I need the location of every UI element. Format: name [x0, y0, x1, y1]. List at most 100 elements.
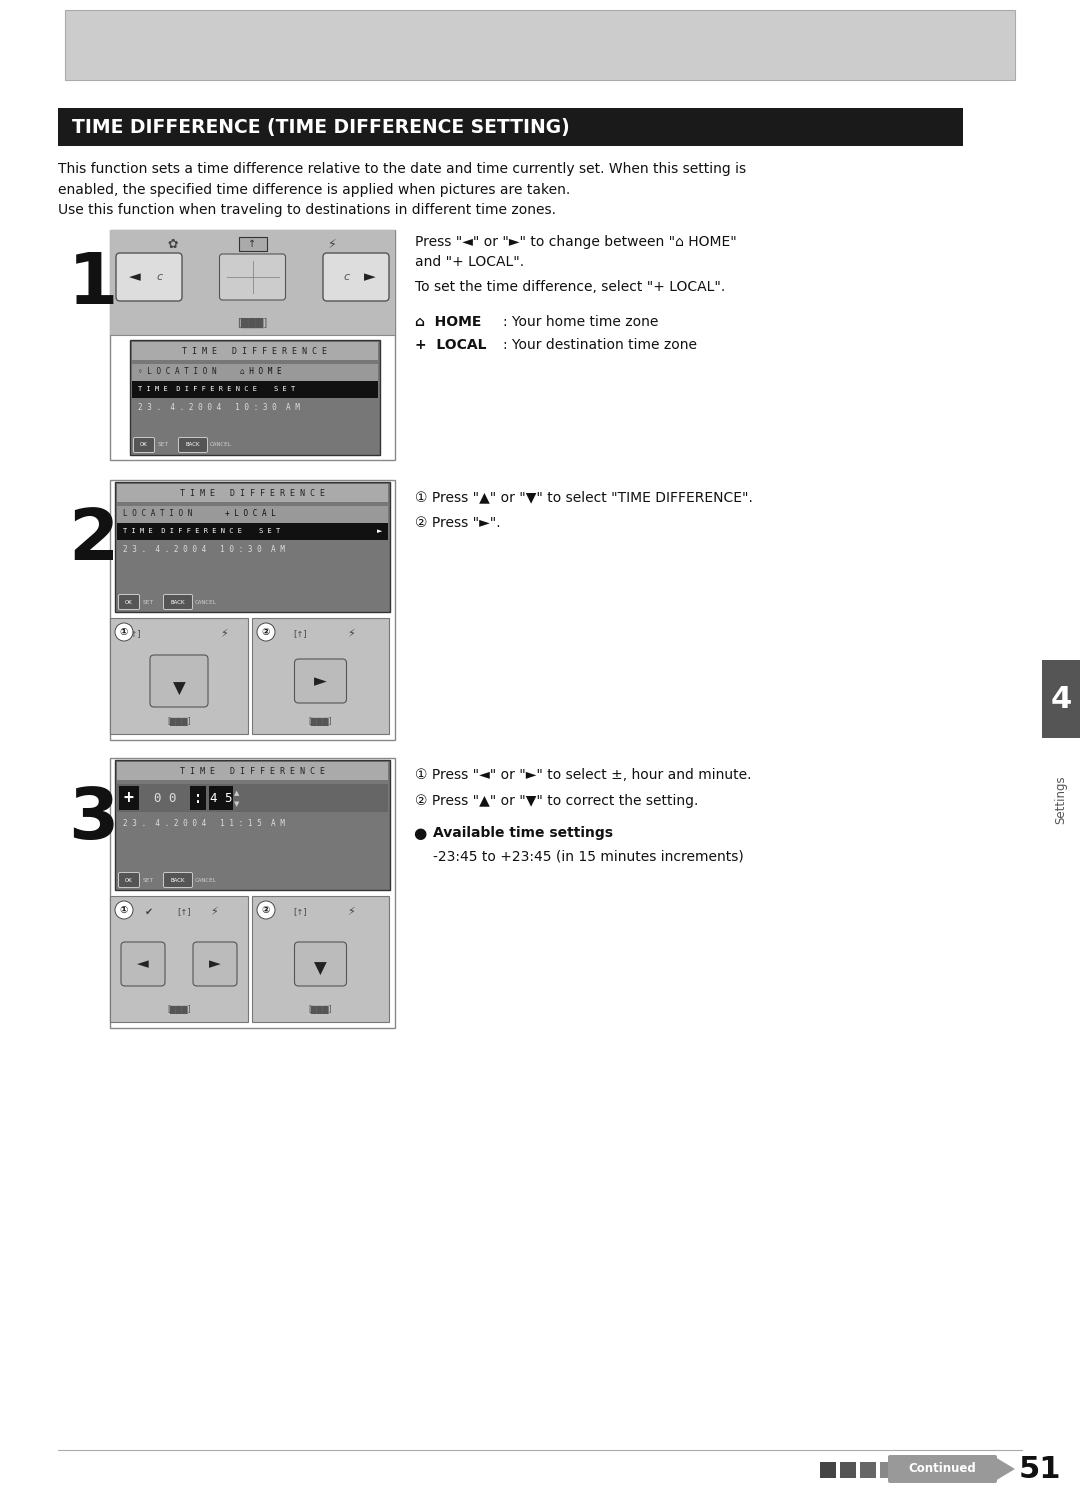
Text: 4: 4: [1051, 686, 1071, 715]
Text: [███]: [███]: [309, 1006, 333, 1015]
Text: To set the time difference, select "+ LOCAL".: To set the time difference, select "+ LO…: [415, 280, 726, 294]
Bar: [114, 760, 390, 890]
Text: -23:45 to +23:45 (in 15 minutes increments): -23:45 to +23:45 (in 15 minutes incremen…: [433, 851, 744, 864]
Text: ②: ②: [261, 627, 270, 636]
Text: [↑]: [↑]: [294, 908, 308, 917]
Bar: [119, 786, 139, 810]
Text: ①: ①: [120, 627, 129, 636]
Bar: [65, 11, 1015, 80]
Text: This function sets a time difference relative to the date and time currently set: This function sets a time difference rel…: [58, 161, 746, 176]
Text: TIME DIFFERENCE (TIME DIFFERENCE SETTING): TIME DIFFERENCE (TIME DIFFERENCE SETTING…: [72, 118, 570, 137]
Bar: [110, 231, 395, 335]
Text: 2: 2: [68, 505, 118, 575]
Text: 0 0: 0 0: [153, 792, 176, 804]
Bar: [1042, 661, 1080, 737]
Circle shape: [257, 623, 275, 641]
Text: [███]: [███]: [238, 318, 268, 329]
Text: OK: OK: [140, 442, 148, 448]
FancyBboxPatch shape: [178, 437, 207, 452]
Text: 1: 1: [68, 250, 119, 320]
FancyBboxPatch shape: [323, 253, 389, 302]
Bar: [239, 237, 267, 250]
Text: 4 5: 4 5: [210, 792, 232, 804]
Bar: [252, 618, 389, 734]
FancyBboxPatch shape: [150, 654, 208, 707]
FancyBboxPatch shape: [121, 942, 165, 986]
Polygon shape: [995, 1457, 1015, 1481]
Text: [███]: [███]: [167, 718, 191, 727]
Text: 3: 3: [68, 786, 119, 855]
Bar: [58, 109, 963, 146]
Bar: [110, 618, 248, 734]
Text: 2 3 .  4 . 2 0 0 4   1 1 : 1 5  A M: 2 3 . 4 . 2 0 0 4 1 1 : 1 5 A M: [123, 819, 285, 828]
Text: ⌂ H O M E: ⌂ H O M E: [240, 368, 282, 377]
Text: OK: OK: [125, 878, 133, 882]
Text: SET: SET: [143, 600, 154, 605]
Text: Settings: Settings: [1054, 775, 1067, 825]
Text: +: +: [124, 789, 134, 807]
FancyBboxPatch shape: [219, 253, 285, 300]
Text: [↑]: [↑]: [127, 629, 140, 638]
Text: L O C A T I O N: L O C A T I O N: [123, 510, 192, 519]
Text: ⌂  HOME: ⌂ HOME: [415, 315, 482, 329]
Text: ►: ►: [364, 270, 376, 285]
Bar: [110, 480, 395, 740]
FancyBboxPatch shape: [295, 659, 347, 703]
Bar: [117, 784, 388, 811]
Text: c: c: [157, 271, 163, 282]
Bar: [860, 1461, 876, 1478]
Bar: [132, 382, 378, 398]
Text: CANCEL: CANCEL: [195, 878, 217, 882]
Text: ◄: ◄: [137, 956, 149, 971]
Text: T I M E  D I F F E R E N C E    S E T: T I M E D I F F E R E N C E S E T: [123, 528, 280, 534]
Text: +  LOCAL: + LOCAL: [415, 338, 486, 351]
Bar: [114, 483, 390, 612]
Bar: [840, 1461, 856, 1478]
Bar: [110, 759, 395, 1028]
FancyBboxPatch shape: [119, 594, 139, 609]
Bar: [820, 1461, 836, 1478]
Text: ▼: ▼: [173, 680, 186, 698]
Bar: [880, 1461, 896, 1478]
Circle shape: [114, 623, 133, 641]
Text: ▼: ▼: [234, 801, 240, 807]
Text: ◦ L O C A T I O N: ◦ L O C A T I O N: [138, 368, 217, 377]
Text: BACK: BACK: [171, 878, 186, 882]
Text: OK: OK: [125, 600, 133, 605]
Text: ▼: ▼: [314, 961, 327, 979]
Text: T I M E   D I F F E R E N C E: T I M E D I F F E R E N C E: [183, 347, 327, 356]
Text: Available time settings: Available time settings: [433, 826, 613, 840]
FancyBboxPatch shape: [163, 594, 192, 609]
Bar: [110, 231, 395, 460]
Text: ►: ►: [377, 528, 382, 534]
Text: ① Press "▲" or "▼" to select "TIME DIFFERENCE".: ① Press "▲" or "▼" to select "TIME DIFFE…: [415, 490, 753, 504]
Text: [↑]: [↑]: [177, 908, 191, 917]
Text: ⚡: ⚡: [211, 906, 218, 917]
FancyBboxPatch shape: [163, 873, 192, 888]
Text: [↑]: [↑]: [294, 629, 308, 638]
Text: ✔: ✔: [145, 906, 153, 917]
Text: ①: ①: [120, 905, 129, 915]
Text: SET: SET: [143, 878, 154, 882]
Bar: [117, 484, 388, 502]
Text: : Your home time zone: : Your home time zone: [503, 315, 659, 329]
Text: ⚡: ⚡: [347, 906, 354, 917]
Bar: [210, 786, 233, 810]
Text: BACK: BACK: [171, 600, 186, 605]
Circle shape: [257, 900, 275, 918]
Bar: [110, 896, 248, 1022]
Text: 51: 51: [1018, 1455, 1062, 1484]
Text: CANCEL: CANCEL: [210, 442, 232, 448]
Text: T I M E   D I F F E R E N C E: T I M E D I F F E R E N C E: [180, 766, 325, 775]
Bar: [132, 363, 378, 382]
Text: ◄: ◄: [130, 270, 140, 285]
Bar: [252, 896, 389, 1022]
Text: CANCEL: CANCEL: [195, 600, 217, 605]
Text: ●: ●: [413, 826, 427, 841]
Bar: [117, 523, 388, 540]
Text: Press "◄" or "►" to change between "⌂ HOME": Press "◄" or "►" to change between "⌂ HO…: [415, 235, 737, 249]
Text: ►: ►: [210, 956, 221, 971]
Text: :: :: [193, 789, 203, 807]
Bar: [190, 786, 206, 810]
Text: ① Press "◄" or "►" to select ±, hour and minute.: ① Press "◄" or "►" to select ±, hour and…: [415, 768, 752, 783]
